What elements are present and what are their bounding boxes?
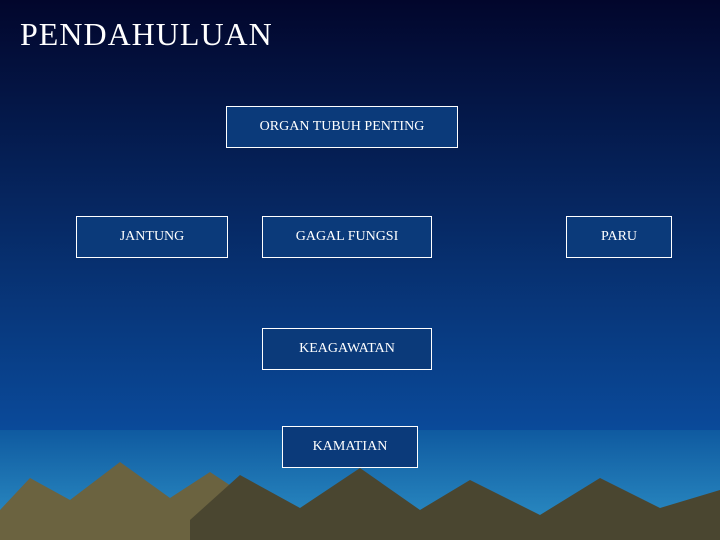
node-gagal-fungsi: GAGAL FUNGSI <box>262 216 432 258</box>
node-jantung: JANTUNG <box>76 216 228 258</box>
node-label: PARU <box>601 229 637 245</box>
slide: PENDAHULUAN ORGAN TUBUH PENTING JANTUNG … <box>0 0 720 540</box>
node-label: KEAGAWATAN <box>299 341 395 357</box>
node-kamatian: KAMATIAN <box>282 426 418 468</box>
node-label: JANTUNG <box>120 229 185 245</box>
slide-title: PENDAHULUAN <box>20 16 273 53</box>
node-label: ORGAN TUBUH PENTING <box>260 119 425 135</box>
node-paru: PARU <box>566 216 672 258</box>
node-organ-tubuh-penting: ORGAN TUBUH PENTING <box>226 106 458 148</box>
node-keagawatan: KEAGAWATAN <box>262 328 432 370</box>
node-label: KAMATIAN <box>313 439 388 455</box>
node-label: GAGAL FUNGSI <box>296 229 399 245</box>
